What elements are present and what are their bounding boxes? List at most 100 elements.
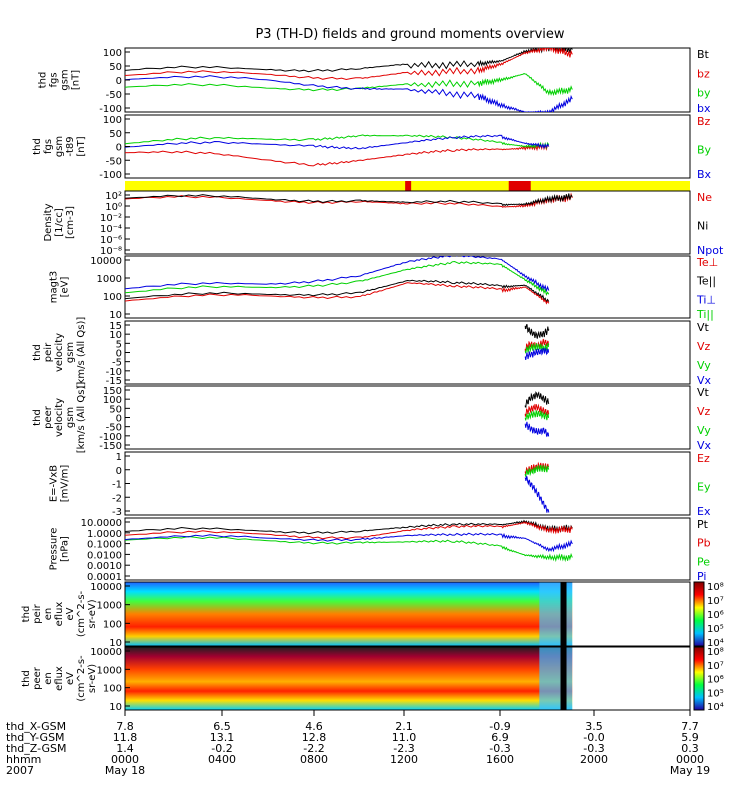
quality-flag-segment [508, 181, 531, 191]
y-axis-label: [cm-3] [65, 206, 76, 239]
y-axis-label: [mV/m] [60, 465, 71, 503]
y-tick-label: 0.0001 [87, 572, 122, 583]
y-tick-label: 10000 [90, 582, 122, 593]
y-tick-label: -100 [99, 432, 122, 443]
colorbar-tick-label: 10⁶ [707, 675, 724, 686]
legend-label: Bz [697, 115, 711, 128]
x-tick-label: -2.2 [303, 742, 324, 755]
y-tick-label: 10⁻⁴ [100, 224, 122, 235]
colorbar-tick-label: 10⁷ [707, 661, 724, 672]
series-line-black [524, 323, 550, 340]
y-tick-label: -50 [106, 423, 122, 434]
spectrogram-band [539, 582, 573, 646]
x-tick-label: 7.8 [116, 720, 134, 733]
y-tick-label: -3 [112, 507, 122, 518]
y-axis-label: velocity [54, 398, 65, 437]
legend-label: By [697, 144, 712, 157]
y-axis-label: sr-eV) [87, 599, 98, 628]
series-line-blue [125, 532, 573, 553]
series-line-green [524, 409, 549, 421]
series-line-red [524, 403, 550, 418]
legend-label: Bx [697, 168, 712, 181]
x-tick-label: 1200 [390, 753, 418, 766]
y-axis-label: peer [43, 405, 54, 429]
legend-label: Te⊥ [696, 256, 718, 269]
y-tick-label: 0 [116, 143, 122, 154]
series-line-red [125, 282, 550, 305]
y-axis-label: [nT] [71, 70, 82, 90]
legend-label: Vx [697, 439, 712, 452]
panel-frame [124, 255, 691, 319]
legend-label: Ni [697, 220, 708, 233]
y-axis-label: -t89 [65, 136, 76, 156]
colorbar-tick-label: 10⁴ [707, 702, 724, 713]
spectrogram-empty [572, 647, 690, 710]
x-tick-label: 12.8 [302, 731, 327, 744]
y-tick-label: 1000 [97, 274, 122, 285]
y-tick-label: 15 [109, 321, 122, 332]
legend-label: bz [697, 67, 710, 80]
y-axis-label: [nT] [76, 136, 87, 156]
x-tick-label: 6.9 [491, 731, 509, 744]
series-line-blue [125, 134, 550, 150]
y-tick-label: -100 [99, 104, 122, 115]
colorbar-tick-label: 10⁸ [707, 647, 724, 658]
legend-label: Ez [697, 452, 710, 465]
panel-frame [124, 385, 691, 450]
y-tick-label: 1000 [97, 665, 122, 676]
y-tick-label: 1000 [97, 601, 122, 612]
x-tick-label: -0.9 [489, 720, 510, 733]
series-line-red [125, 48, 573, 81]
series-line-green [524, 464, 550, 477]
panel-frame [124, 190, 691, 255]
x-tick-label: -0.0 [583, 731, 604, 744]
y-axis-label: thd [32, 138, 43, 155]
y-axis-label: [km/s (All Qs)] [76, 382, 87, 454]
y-axis-label: gsm [54, 136, 65, 157]
legend-label: Bt [697, 48, 710, 61]
y-tick-label: 10000 [90, 647, 122, 658]
spectrogram-empty [572, 582, 690, 646]
series-line-green [125, 535, 573, 563]
y-tick-label: -100 [99, 170, 122, 181]
y-tick-label: 100 [103, 619, 122, 630]
y-axis-label: thd [32, 344, 43, 361]
panel-frame [124, 646, 691, 711]
colorbar-tick-label: 10⁸ [707, 582, 724, 593]
legend-label: Vz [697, 405, 711, 418]
y-tick-label: 10⁻⁶ [100, 235, 122, 246]
x-tick-label: 0400 [208, 753, 236, 766]
y-axis-label: (cm^2-s- [76, 590, 87, 637]
y-axis-label: Density [43, 203, 54, 241]
legend-label: Pb [697, 537, 711, 550]
y-axis-label: peer [32, 666, 43, 690]
x-axis-row-label: thd_Y-GSM [6, 731, 65, 744]
x-tick-label: -0.2 [211, 742, 232, 755]
y-axis-label: gsm [65, 407, 76, 428]
y-axis-label: en [43, 608, 54, 621]
panel-magt3: Te⊥ Te|| Ti⊥ Ti|| 10000 1000 100 10 magt3 [eV] [49, 255, 718, 321]
y-tick-label: 10 [109, 638, 122, 649]
panel-frame [124, 114, 691, 179]
y-axis-label: eV [65, 607, 76, 620]
panel-frame [124, 320, 691, 385]
series-line-blue [524, 347, 550, 360]
y-tick-label: -150 [99, 441, 122, 452]
y-axis-label: thd [21, 670, 32, 687]
y-axis-label: en [43, 672, 54, 685]
y-axis-label: eflux [54, 602, 65, 627]
x-tick-label: 1.4 [116, 742, 134, 755]
y-tick-label: -50 [106, 90, 122, 101]
legend-label: Ti|| [696, 308, 714, 321]
legend-label: Vz [697, 340, 711, 353]
y-tick-label: 10⁰ [105, 202, 122, 213]
legend-label: Vt [697, 321, 710, 334]
x-tick-label: 2.1 [395, 720, 413, 733]
series-line-green [524, 342, 550, 354]
y-tick-label: 50 [109, 404, 122, 415]
y-tick-label: 10000 [90, 256, 122, 267]
